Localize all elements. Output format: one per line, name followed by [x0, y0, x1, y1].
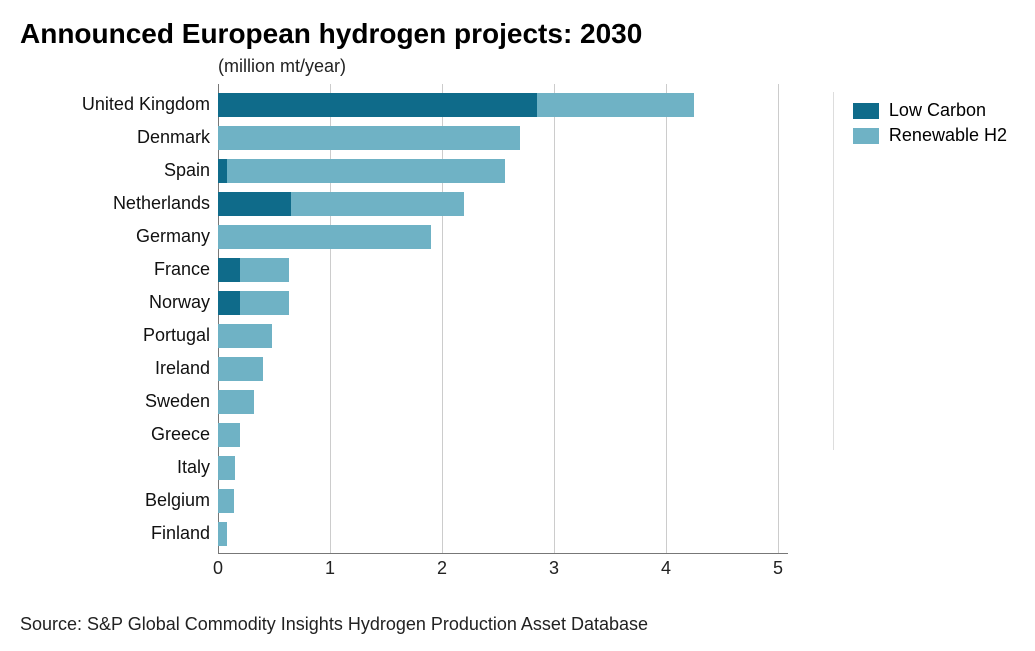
table-row: Norway [20, 286, 800, 319]
table-row: Denmark [20, 121, 800, 154]
bar [218, 423, 240, 447]
table-row: United Kingdom [20, 88, 800, 121]
bar-segment-low_carbon [218, 159, 227, 183]
row-label: Sweden [20, 391, 218, 412]
bar [218, 456, 235, 480]
row-label: Italy [20, 457, 218, 478]
table-row: France [20, 253, 800, 286]
legend-item: Low Carbon [853, 100, 1007, 121]
bar-segment-renewable [227, 159, 505, 183]
legend-swatch [853, 103, 879, 119]
bar-segment-low_carbon [218, 192, 291, 216]
bar [218, 522, 227, 546]
row-label: Ireland [20, 358, 218, 379]
legend-label: Renewable H2 [889, 125, 1007, 146]
row-label: Finland [20, 523, 218, 544]
row-label: France [20, 259, 218, 280]
bar-segment-low_carbon [218, 93, 537, 117]
legend-separator [833, 92, 834, 450]
bar-segment-renewable [218, 324, 272, 348]
table-row: Germany [20, 220, 800, 253]
bar-rows: United Kingdom Denmark Spain Netherlands Ger… [20, 88, 800, 550]
source-text: Source: S&P Global Commodity Insights Hy… [20, 614, 648, 635]
bar-segment-renewable [218, 456, 235, 480]
bar [218, 324, 272, 348]
bar [218, 93, 694, 117]
legend: Low Carbon Renewable H2 [853, 100, 1007, 150]
row-label: Norway [20, 292, 218, 313]
legend-swatch [853, 128, 879, 144]
bar-segment-renewable [240, 258, 288, 282]
bar [218, 192, 464, 216]
bar [218, 126, 520, 150]
table-row: Spain [20, 154, 800, 187]
legend-item: Renewable H2 [853, 125, 1007, 146]
bar-segment-renewable [218, 357, 263, 381]
x-tick-label: 4 [661, 558, 671, 579]
row-label: Belgium [20, 490, 218, 511]
table-row: Netherlands [20, 187, 800, 220]
row-label: Greece [20, 424, 218, 445]
bar-segment-renewable [218, 489, 234, 513]
row-label: Germany [20, 226, 218, 247]
table-row: Sweden [20, 385, 800, 418]
bar-segment-low_carbon [218, 291, 240, 315]
bar [218, 489, 234, 513]
bar-segment-renewable [218, 126, 520, 150]
chart-title: Announced European hydrogen projects: 20… [20, 18, 1015, 50]
row-label: Portugal [20, 325, 218, 346]
x-tick-label: 0 [213, 558, 223, 579]
table-row: Finland [20, 517, 800, 550]
bar-segment-renewable [537, 93, 694, 117]
row-label: Denmark [20, 127, 218, 148]
bar [218, 225, 431, 249]
bar-segment-renewable [218, 423, 240, 447]
bar [218, 390, 254, 414]
bar-segment-renewable [218, 390, 254, 414]
bar [218, 291, 289, 315]
table-row: Greece [20, 418, 800, 451]
x-tick-label: 5 [773, 558, 783, 579]
row-label: Spain [20, 160, 218, 181]
y-axis-unit: (million mt/year) [218, 56, 346, 77]
legend-label: Low Carbon [889, 100, 986, 121]
table-row: Portugal [20, 319, 800, 352]
table-row: Ireland [20, 352, 800, 385]
bar-segment-renewable [240, 291, 288, 315]
bar [218, 357, 263, 381]
x-tick-label: 3 [549, 558, 559, 579]
bar-segment-renewable [218, 522, 227, 546]
bar-segment-renewable [218, 225, 431, 249]
bar [218, 258, 289, 282]
x-axis-line [218, 553, 788, 554]
chart-zone: 0 1 2 3 4 5 United Kingdom Denmark Spain Netherl… [20, 84, 800, 584]
x-tick-label: 2 [437, 558, 447, 579]
row-label: Netherlands [20, 193, 218, 214]
x-tick-label: 1 [325, 558, 335, 579]
bar-segment-renewable [291, 192, 465, 216]
table-row: Belgium [20, 484, 800, 517]
row-label: United Kingdom [20, 94, 218, 115]
bar [218, 159, 505, 183]
chart-container: Announced European hydrogen projects: 20… [0, 0, 1035, 651]
table-row: Italy [20, 451, 800, 484]
bar-segment-low_carbon [218, 258, 240, 282]
